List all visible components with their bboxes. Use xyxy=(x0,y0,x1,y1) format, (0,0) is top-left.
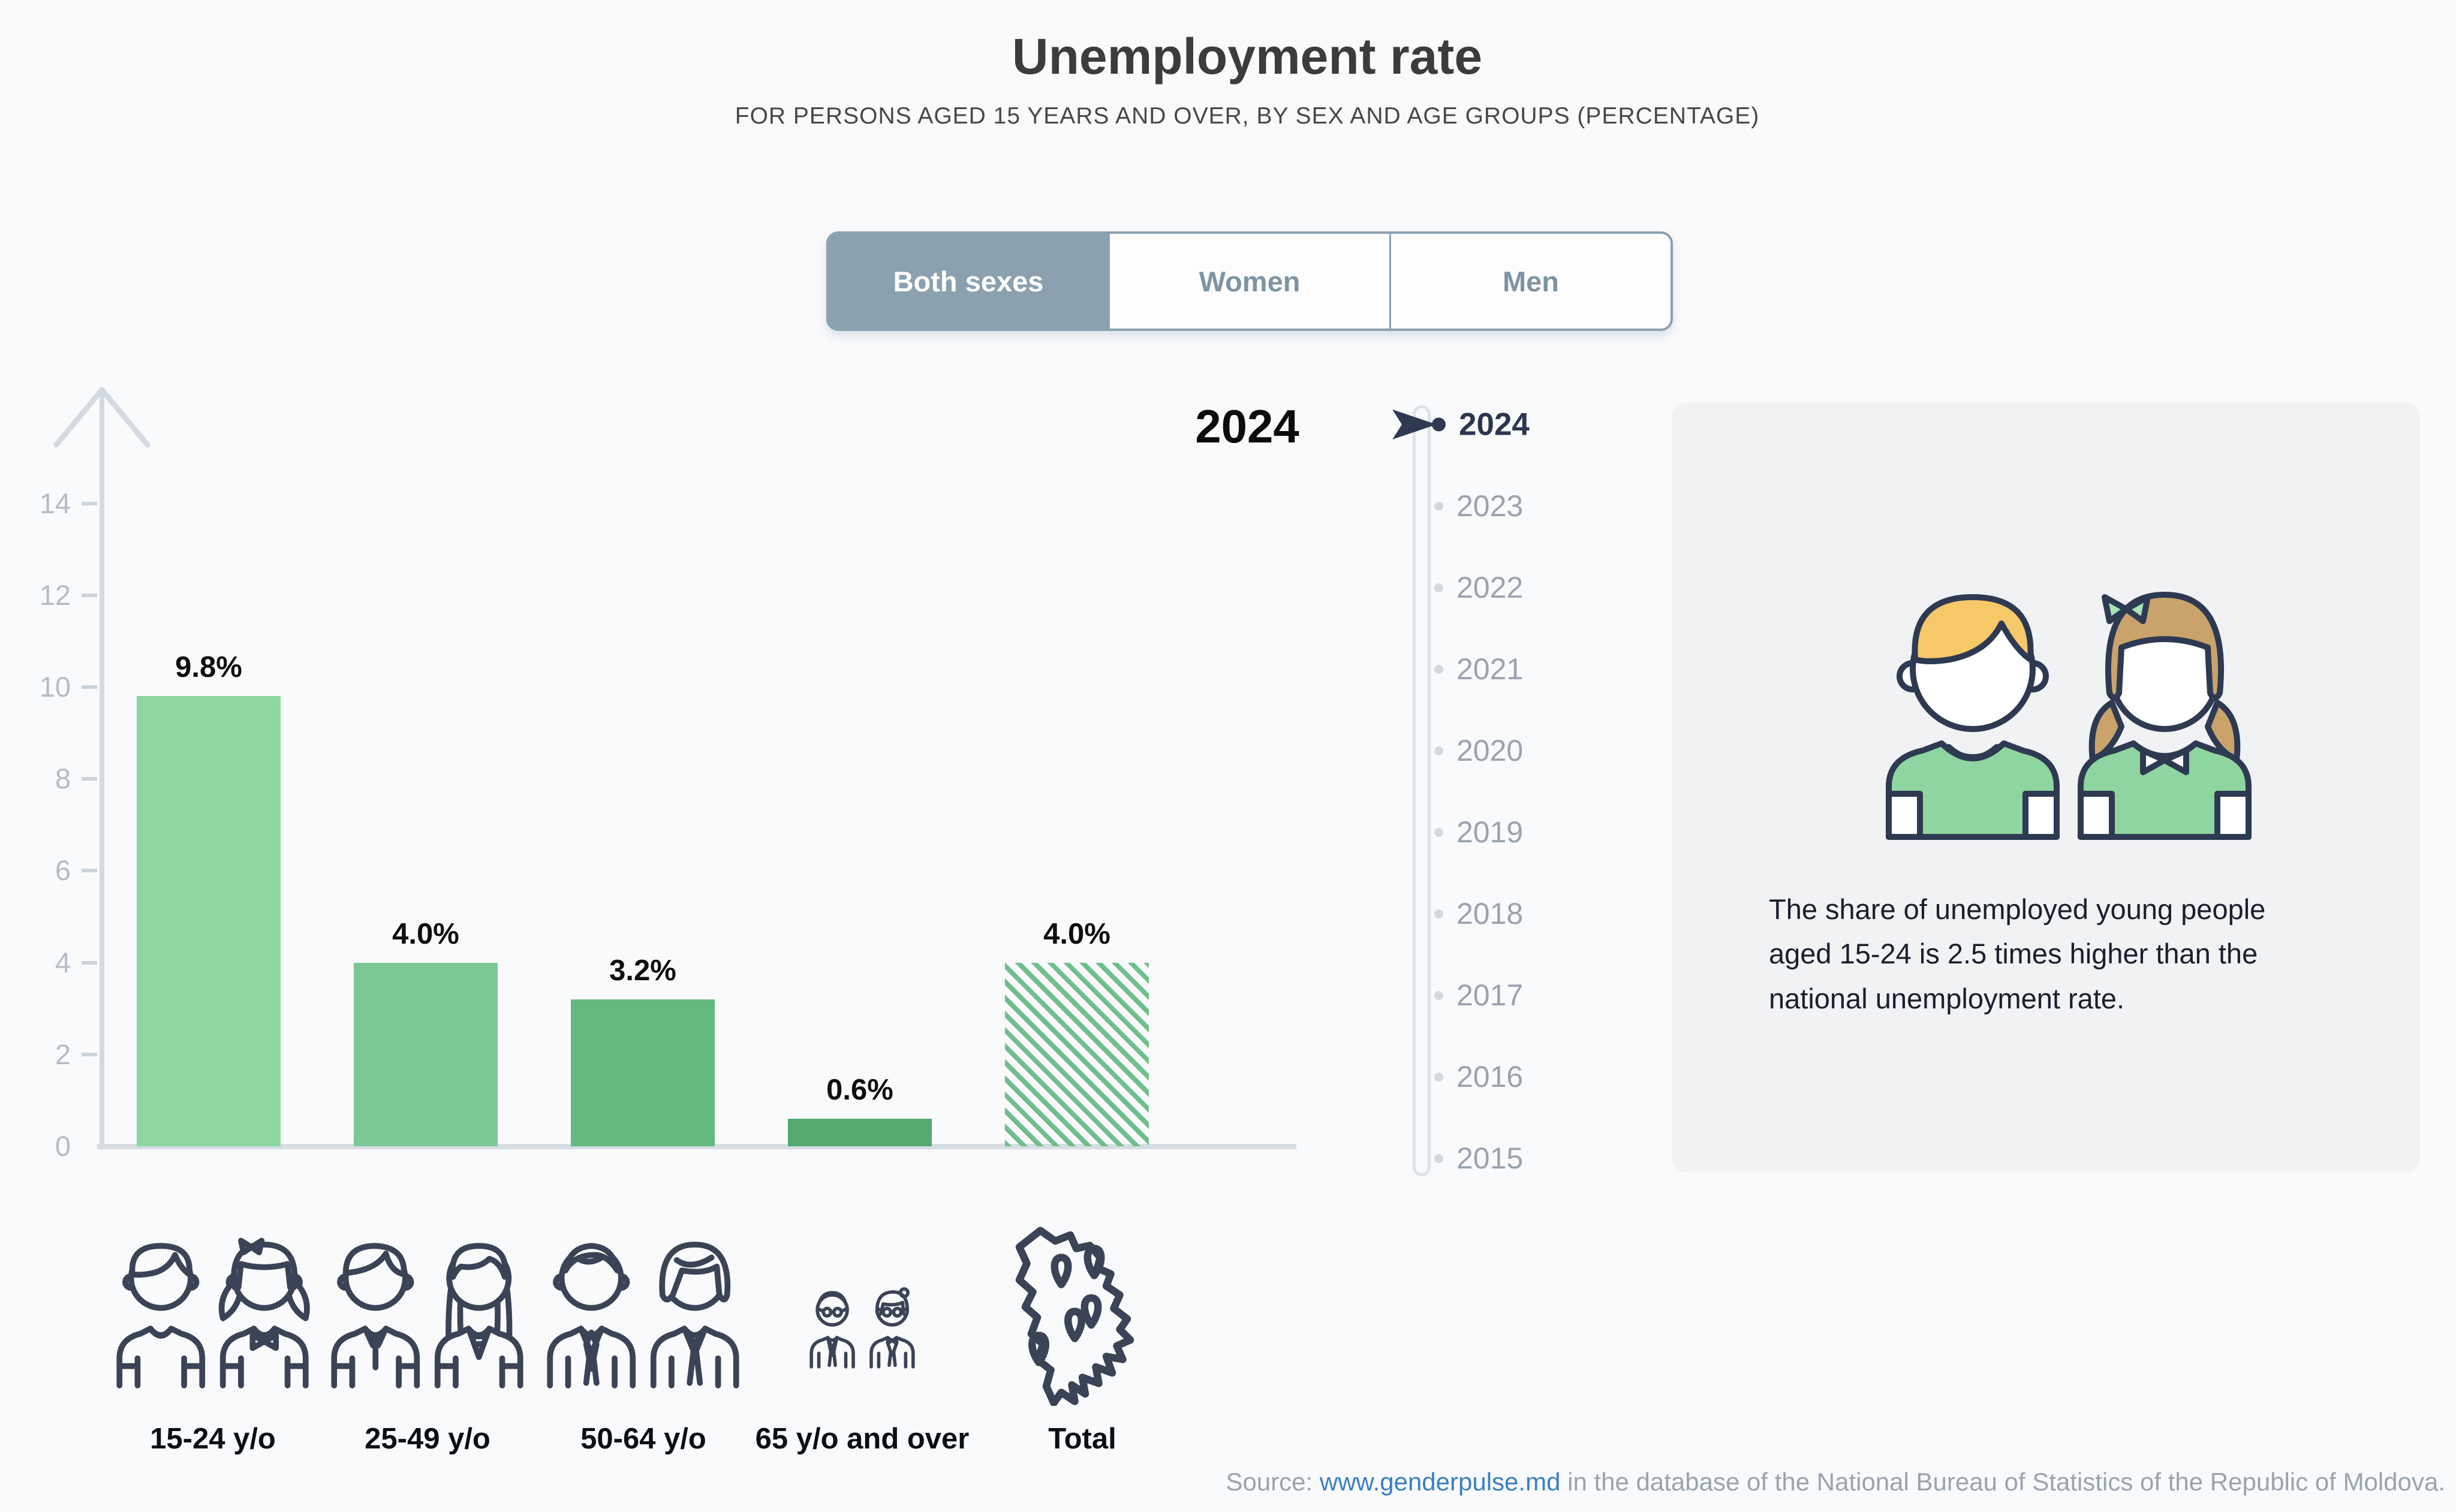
timeline-year-label: 2023 xyxy=(1456,489,1524,523)
timeline-year-label: 2018 xyxy=(1456,897,1524,930)
highlight-infobox: The share of unemployed young people age… xyxy=(1672,403,2420,1173)
age-group-65-plus-icon xyxy=(809,1287,915,1369)
source-line: Source: www.genderpulse.md in the databa… xyxy=(1226,1468,2445,1496)
source-prefix: Source: xyxy=(1226,1468,1320,1496)
x-axis-line xyxy=(97,1144,1296,1149)
y-tick-mark-4 xyxy=(82,960,97,965)
y-axis-line xyxy=(100,391,104,1146)
bar-15-24 y/o[interactable] xyxy=(137,696,281,1146)
infobox-text: The share of unemployed young people age… xyxy=(1769,893,2266,1014)
age-group-15-24-icon xyxy=(116,1237,310,1388)
y-tick-label-2: 2 xyxy=(55,1038,71,1070)
y-tick-mark-10 xyxy=(82,685,97,689)
y-axis-arrow-icon xyxy=(53,387,151,448)
legend-label-25-49: 25-49 y/o xyxy=(365,1423,490,1455)
y-tick-label-8: 8 xyxy=(55,763,71,795)
age-group-25-49-icon xyxy=(331,1243,523,1388)
timeline-dot-2016 xyxy=(1434,1072,1443,1082)
legend-label-total: Total xyxy=(1048,1423,1116,1455)
y-tick-mark-14 xyxy=(82,501,97,505)
bar-value-Total: 4.0% xyxy=(1043,918,1110,950)
timeline-year-2018[interactable]: 2018 xyxy=(1434,896,1523,931)
timeline-year-2017[interactable]: 2017 xyxy=(1434,978,1523,1013)
timeline-dot-2015 xyxy=(1434,1153,1443,1163)
y-tick-mark-12 xyxy=(82,593,97,597)
timeline-year-label: 2017 xyxy=(1456,978,1524,1012)
timeline-year-label: 2020 xyxy=(1456,734,1524,767)
y-tick-mark-6 xyxy=(82,869,97,873)
timeline-year-label: 2022 xyxy=(1456,571,1524,604)
boy-and-girl-illustration-icon xyxy=(1886,592,2252,840)
timeline-cursor-arrow-icon[interactable] xyxy=(1390,407,1441,442)
age-group-50-64-icon xyxy=(547,1242,739,1388)
bar-50-64 y/o[interactable] xyxy=(571,999,715,1146)
timeline-year-2016[interactable]: 2016 xyxy=(1434,1059,1523,1094)
bar-65 y/o and over[interactable] xyxy=(788,1119,932,1146)
page-title: Unemployment rate xyxy=(1012,28,1483,85)
bar-value-65 y/o and over: 0.6% xyxy=(826,1074,893,1106)
timeline-year-label: 2015 xyxy=(1456,1141,1524,1175)
tab-men[interactable]: Men xyxy=(1389,234,1671,329)
y-tick-label-14: 14 xyxy=(39,487,71,519)
tab-women[interactable]: Women xyxy=(1108,234,1389,329)
timeline-dot-2023 xyxy=(1434,501,1443,511)
timeline-dot-2019 xyxy=(1434,827,1443,837)
legend-label-65-plus: 65 y/o and over xyxy=(755,1423,970,1455)
legend-label-50-64: 50-64 y/o xyxy=(580,1423,706,1455)
y-tick-label-0: 0 xyxy=(55,1130,71,1162)
timeline-year-2020[interactable]: 2020 xyxy=(1434,733,1523,768)
timeline-year-2019[interactable]: 2019 xyxy=(1434,815,1523,850)
timeline-year-2022[interactable]: 2022 xyxy=(1434,570,1523,605)
timeline-year-2021[interactable]: 2021 xyxy=(1434,652,1523,686)
timeline-dot-2020 xyxy=(1434,746,1443,755)
timeline-year-label: 2016 xyxy=(1456,1060,1524,1094)
timeline-year-label: 2021 xyxy=(1456,652,1524,686)
timeline-dot-2022 xyxy=(1434,583,1443,592)
timeline-year-2024[interactable]: 2024 xyxy=(1432,406,1530,443)
legend-label-15-24: 15-24 y/o xyxy=(150,1423,276,1455)
moldova-map-icon xyxy=(1015,1227,1134,1406)
timeline-dot-2024 xyxy=(1432,417,1446,432)
timeline-track[interactable] xyxy=(1413,405,1431,1176)
bar-25-49 y/o[interactable] xyxy=(354,963,498,1146)
timeline-dot-2017 xyxy=(1434,990,1443,1000)
y-tick-label-4: 4 xyxy=(55,946,71,978)
page-subtitle: FOR PERSONS AGED 15 YEARS AND OVER, BY S… xyxy=(735,103,1760,129)
bar-value-50-64 y/o: 3.2% xyxy=(609,954,676,987)
bar-Total[interactable] xyxy=(1005,963,1149,1146)
y-tick-label-6: 6 xyxy=(55,854,71,887)
bar-value-15-24 y/o: 9.8% xyxy=(175,651,242,683)
source-suffix: in the database of the National Bureau o… xyxy=(1560,1468,2445,1496)
bar-value-25-49 y/o: 4.0% xyxy=(392,918,459,950)
y-tick-label-12: 12 xyxy=(39,579,71,611)
timeline-year-label: 2019 xyxy=(1456,815,1524,849)
y-tick-mark-2 xyxy=(82,1052,97,1056)
sex-filter-tabs: Both sexes Women Men xyxy=(826,231,1673,331)
chart-year-label: 2024 xyxy=(1195,400,1299,453)
timeline-dot-2021 xyxy=(1434,664,1443,674)
y-tick-mark-8 xyxy=(82,777,97,781)
timeline-dot-2018 xyxy=(1434,909,1443,918)
timeline-year-2023[interactable]: 2023 xyxy=(1434,489,1523,523)
tab-both-sexes[interactable]: Both sexes xyxy=(829,234,1108,329)
timeline-year-label: 2024 xyxy=(1459,406,1530,442)
source-link[interactable]: www.genderpulse.md xyxy=(1319,1468,1561,1496)
timeline-year-2015[interactable]: 2015 xyxy=(1434,1141,1523,1176)
y-tick-label-10: 10 xyxy=(39,671,71,703)
